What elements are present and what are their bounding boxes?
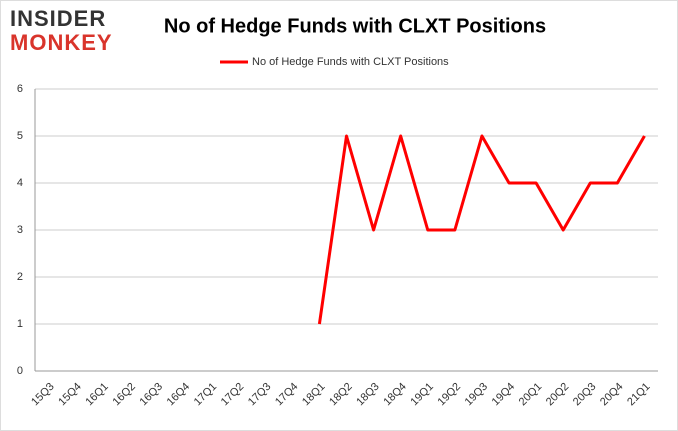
y-tick-label: 3 <box>17 224 23 236</box>
chart-title: No of Hedge Funds with CLXT Positions <box>164 15 546 37</box>
y-tick-label: 4 <box>17 177 23 189</box>
y-tick-label: 5 <box>17 130 23 142</box>
y-tick-label: 6 <box>17 83 23 95</box>
y-tick-label: 1 <box>17 318 23 330</box>
logo-bottom: MONKEY <box>10 30 113 55</box>
logo-top: INSIDER <box>10 6 106 31</box>
legend-label: No of Hedge Funds with CLXT Positions <box>252 56 449 68</box>
y-tick-label: 0 <box>17 365 23 377</box>
series-line <box>317 134 646 325</box>
y-tick-label: 2 <box>17 271 23 283</box>
